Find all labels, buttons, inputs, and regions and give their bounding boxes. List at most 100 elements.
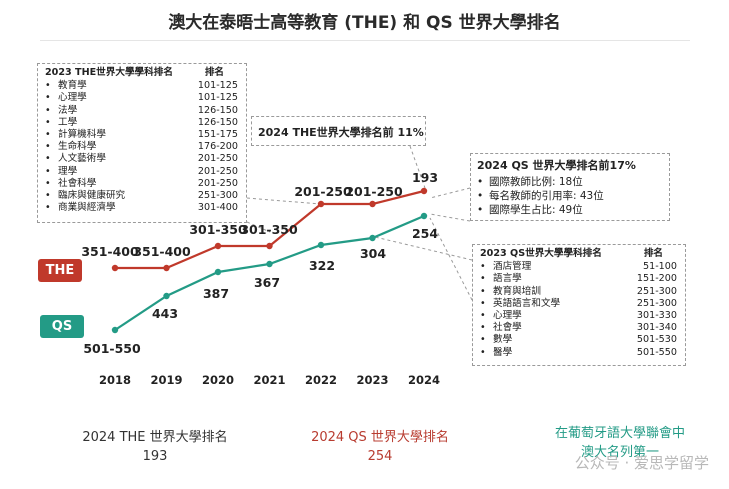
footer-qs-value: 254 [367,449,393,464]
qs-table-subject-name: 數學 [480,334,512,346]
footer-qs: 2024 QS 世界大學排名 254 [280,428,480,466]
the-subject-table: 2023 THE世界大學學科排名 排名 教育學 101-125心理學101-125法… [37,63,247,223]
x-tick-label: 2022 [305,373,337,387]
the-callout-box: 2024 THE世界大學排名前 11% [251,116,426,146]
the-data-label: 201-250 [345,184,403,199]
qs-table-subject-name: 語言學 [480,273,522,285]
qs-data-point [163,292,170,300]
qs-table-subject-name: 社會學 [480,322,522,334]
the-table-subject-rank: 176-200 [197,141,238,153]
qs-table-subject-rank: 251-300 [636,297,677,309]
qs-data-label: 254 [412,226,438,241]
qs-table-row: 教育與培訓 251-300 [480,286,677,298]
the-data-label: 301-350 [189,222,247,237]
x-tick-label: 2021 [253,373,285,387]
the-table-row: 心理學 101-125 [45,92,238,104]
qs-table-row: 酒店管理 51-100 [480,261,677,273]
connector-line [429,213,471,222]
x-tick-label: 2020 [202,373,234,387]
x-tick-label: 2023 [356,373,388,387]
the-table-row: 臨床與健康研究 251-300 [45,190,238,202]
qs-table-header-rank: 排名 [643,248,663,259]
the-table-subject-rank: 101-125 [197,92,238,104]
the-data-label: 193 [412,170,438,185]
qs-callout-item: 國際學生占比: 49位 [477,203,669,217]
qs-table-subject-rank: 301-340 [636,322,677,334]
the-data-point [369,200,376,208]
title-divider [40,40,690,41]
qs-data-point [317,241,325,249]
qs-callout-item: 每名教師的引用率: 43位 [477,189,669,203]
qs-data-point [266,260,273,268]
qs-callout-item: 國際教師比例: 18位 [477,175,669,189]
qs-data-point [111,326,119,334]
footer-macau-line1: 在葡萄牙語大學聯會中 [554,426,685,441]
the-table-subject-name: 商業與經濟學 [45,202,116,214]
the-table-header-rank: 排名 [204,67,224,78]
qs-legend-pill: QS [40,315,84,338]
qs-table-subject-name: 心理學 [480,310,522,322]
connector-line [409,145,426,189]
qs-table-row: 社會學 301-340 [480,322,677,334]
the-data-label: 201-250 [294,184,352,199]
the-data-point [420,187,428,195]
qs-table-subject-rank: 151-200 [636,273,677,285]
the-table-subject-rank: 201-250 [197,177,238,189]
qs-table-subject-rank: 501-550 [636,346,677,358]
footer-qs-title: 2024 QS 世界大學排名 [311,430,449,445]
the-table-row: 計算機科學 151-175 [45,129,238,141]
x-tick-label: 2024 [408,373,440,387]
qs-data-label: 387 [203,286,229,301]
qs-data-point [420,212,428,220]
connector-line [246,221,271,233]
qs-data-label: 443 [152,306,178,321]
the-data-point [214,242,222,250]
qs-callout-title: 2024 QS 世界大學排名前17% [477,159,636,172]
footer-the-title: 2024 THE 世界大學排名 [82,430,228,445]
the-table-subject-name: 工學 [45,117,77,129]
the-table-subject-name: 社會科學 [45,178,96,190]
the-table-subject-name: 教育學 [45,80,87,92]
qs-table-subject-name: 酒店管理 [480,261,531,273]
qs-data-label: 367 [254,275,280,290]
the-table-row: 工學 126-150 [45,117,238,129]
x-tick-label: 2018 [99,373,131,387]
the-table-subject-rank: 201-250 [197,153,238,165]
the-table-row: 社會科學 201-250 [45,178,238,190]
the-table-header-name: 2023 THE世界大學學科排名 [45,67,173,78]
qs-table-row: 語言學 151-200 [480,273,677,285]
qs-data-label: 501-550 [83,341,141,356]
connector-line [246,197,321,205]
the-data-point [163,264,170,272]
qs-table-subject-rank: 51-100 [643,261,677,273]
the-table-subject-name: 計算機科學 [45,129,106,141]
the-data-point [111,264,119,272]
page-title: 澳大在泰晤士高等教育 (THE) 和 QS 世界大學排名 [168,13,561,33]
the-table-subject-rank: 201-250 [197,165,238,177]
the-data-point [266,242,273,250]
the-table-row: 法學 126-150 [45,105,238,117]
qs-table-subject-name: 教育與培訓 [480,286,541,298]
qs-table-subject-rank: 501-530 [636,334,677,346]
the-table-subject-name: 理學 [45,166,77,178]
the-table-subject-name: 臨床與健康研究 [45,190,125,202]
connector-line [374,236,473,261]
qs-table-row: 英語語言和文學 251-300 [480,298,677,310]
qs-table-row: 心理學 301-330 [480,310,677,322]
the-table-row: 人文藝術學 201-250 [45,153,238,165]
qs-data-label: 304 [360,246,386,261]
footer-macau: 在葡萄牙語大學聯會中 澳大名列第一 [520,424,720,462]
qs-table-subject-name: 醫學 [480,347,512,359]
qs-table-row: 數學 501-530 [480,334,677,346]
connector-line [429,187,471,199]
the-table-subject-rank: 301-400 [197,202,238,214]
the-table-subject-rank: 101-125 [197,80,238,92]
the-legend-pill: THE [38,259,82,282]
qs-table-subject-rank: 251-300 [636,285,677,297]
qs-table-row: 醫學 501-550 [480,347,677,359]
qs-data-label: 322 [309,258,335,273]
the-table-subject-rank: 251-300 [197,190,238,202]
the-table-subject-rank: 126-150 [197,104,238,116]
